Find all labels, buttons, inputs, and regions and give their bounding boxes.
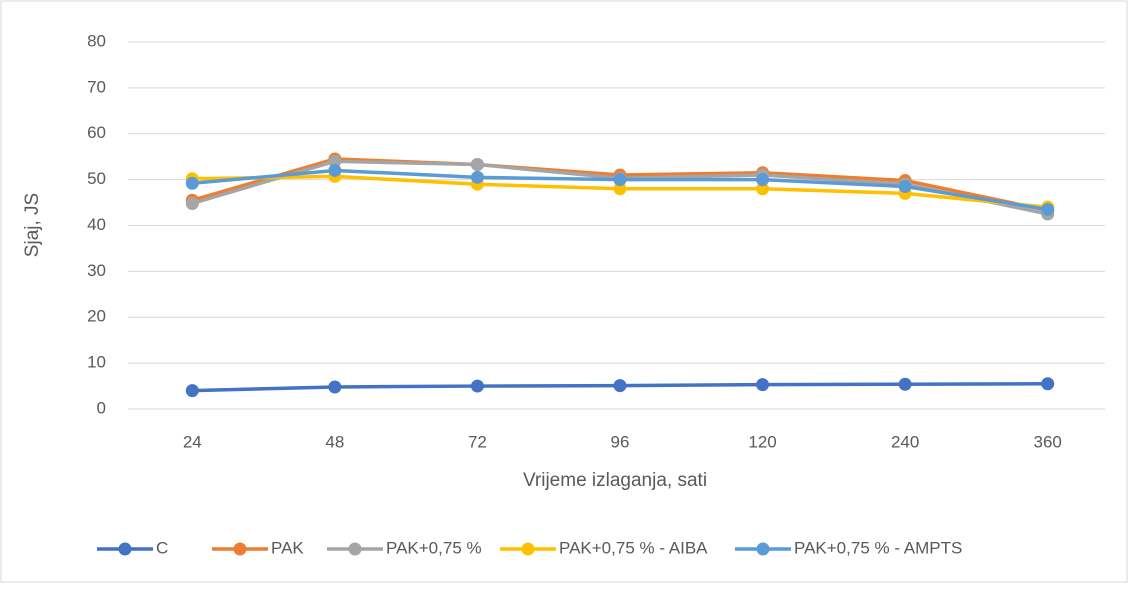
legend-label: PAK bbox=[271, 538, 304, 557]
point bbox=[470, 170, 484, 184]
x-tick-label: 24 bbox=[183, 432, 202, 451]
legend-label: PAK+0,75 % - AMPTS bbox=[794, 538, 962, 557]
point bbox=[185, 196, 199, 210]
point bbox=[756, 378, 770, 392]
point bbox=[898, 180, 912, 194]
y-tick-label: 50 bbox=[87, 169, 106, 188]
y-tick-label: 40 bbox=[87, 215, 106, 234]
x-tick-label: 48 bbox=[325, 432, 344, 451]
legend-marker bbox=[233, 542, 247, 556]
legend-label: PAK+0,75 % bbox=[386, 538, 482, 557]
y-tick-label: 30 bbox=[87, 261, 106, 280]
point bbox=[328, 380, 342, 394]
x-tick-label: 72 bbox=[468, 432, 487, 451]
legend-marker bbox=[118, 542, 132, 556]
legend-marker bbox=[348, 542, 362, 556]
y-tick-label: 60 bbox=[87, 123, 106, 142]
y-tick-label: 10 bbox=[87, 353, 106, 372]
point bbox=[613, 182, 627, 196]
point bbox=[613, 379, 627, 393]
y-tick-label: 0 bbox=[97, 398, 106, 417]
point bbox=[613, 173, 627, 187]
legend-label: C bbox=[156, 538, 168, 557]
point bbox=[470, 157, 484, 171]
point bbox=[185, 384, 199, 398]
point bbox=[470, 379, 484, 393]
y-tick-label: 80 bbox=[87, 31, 106, 50]
x-tick-label: 240 bbox=[891, 432, 919, 451]
point bbox=[1041, 202, 1055, 216]
point bbox=[756, 173, 770, 187]
point bbox=[328, 163, 342, 177]
legend-marker bbox=[756, 542, 770, 556]
point bbox=[1041, 377, 1055, 391]
legend-marker bbox=[521, 542, 535, 556]
x-tick-label: 96 bbox=[611, 432, 630, 451]
x-tick-label: 360 bbox=[1034, 432, 1062, 451]
point bbox=[756, 182, 770, 196]
x-tick-label: 120 bbox=[748, 432, 776, 451]
point bbox=[898, 377, 912, 391]
y-tick-label: 70 bbox=[87, 77, 106, 96]
point bbox=[328, 154, 342, 168]
legend-label: PAK+0,75 % - AIBA bbox=[559, 538, 708, 557]
x-axis-title: Vrijeme izlaganja, sati bbox=[523, 470, 707, 491]
point bbox=[185, 176, 199, 190]
y-tick-label: 20 bbox=[87, 307, 106, 326]
y-axis-title: Sjaj, JS bbox=[22, 193, 43, 257]
